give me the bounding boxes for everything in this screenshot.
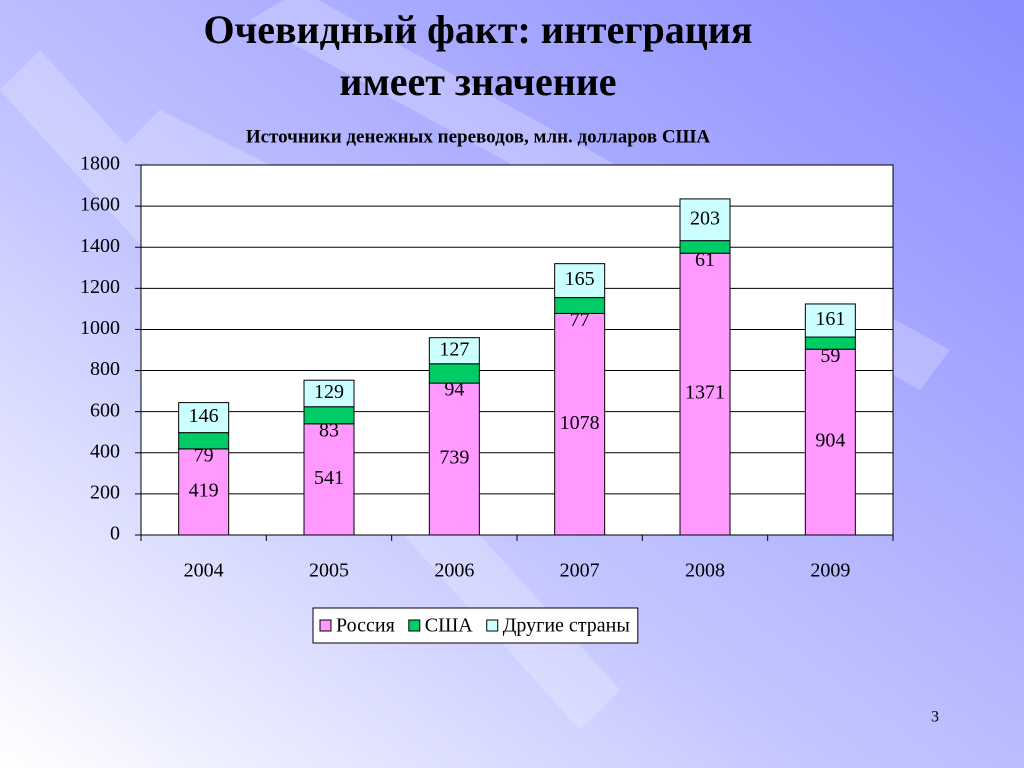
legend-swatch — [319, 619, 332, 632]
legend-box — [312, 607, 639, 644]
x-tick-label: 2006 — [434, 560, 474, 582]
legend-swatch — [408, 619, 421, 632]
x-tick-label: 2005 — [309, 560, 349, 582]
bar-segment — [804, 348, 856, 536]
data-label: 77 — [570, 309, 590, 331]
y-tick-label: 1600 — [80, 194, 120, 216]
data-label: 129 — [314, 381, 344, 403]
bar-segment — [303, 423, 355, 536]
bar-segment — [428, 337, 480, 365]
plot-area — [141, 165, 893, 535]
x-tick-label: 2007 — [560, 560, 600, 582]
data-label: 1371 — [685, 382, 725, 404]
y-tick-label: 800 — [90, 358, 120, 380]
x-tick-label: 2009 — [810, 560, 850, 582]
bar-segment — [679, 252, 731, 536]
data-label: 127 — [439, 338, 469, 360]
y-tick-label: 1200 — [80, 276, 120, 298]
legend-label: Россия — [336, 615, 395, 637]
x-tick-label: 2008 — [685, 560, 725, 582]
data-label: 94 — [444, 379, 464, 401]
legend-label: Другие страны — [503, 615, 630, 637]
x-tick-label: 2004 — [184, 560, 224, 582]
legend-label: США — [425, 615, 474, 637]
bar-segment — [178, 402, 230, 434]
bar-segment — [178, 448, 230, 536]
bar-segment — [428, 382, 480, 536]
page-number: 3 — [931, 709, 939, 726]
data-label: 59 — [820, 345, 840, 367]
data-label: 146 — [189, 405, 219, 427]
slide-title: имеет значение — [339, 59, 616, 104]
data-label: 904 — [815, 430, 845, 452]
data-label: 61 — [695, 249, 715, 271]
chart-title: Источники денежных переводов, млн. долла… — [246, 126, 711, 147]
y-tick-label: 600 — [90, 399, 120, 421]
y-tick-label: 1400 — [80, 235, 120, 257]
data-label: 739 — [439, 447, 469, 469]
data-label: 79 — [194, 444, 214, 466]
y-tick-label: 1000 — [80, 317, 120, 339]
bar-segment — [679, 198, 731, 242]
y-tick-label: 1800 — [80, 153, 120, 175]
data-label: 541 — [314, 467, 344, 489]
data-label: 419 — [189, 480, 219, 502]
data-label: 1078 — [560, 412, 600, 434]
bar-segment — [554, 312, 606, 536]
bar-segment — [554, 263, 606, 299]
data-label: 83 — [319, 419, 339, 441]
bar-segment — [804, 303, 856, 338]
bar-segment — [303, 379, 355, 408]
data-label: 203 — [690, 207, 720, 229]
y-tick-label: 0 — [110, 523, 120, 545]
y-tick-label: 200 — [90, 481, 120, 503]
data-label: 161 — [815, 308, 845, 330]
slide-title: Очевидный факт: интеграция — [204, 7, 753, 52]
y-tick-label: 400 — [90, 440, 120, 462]
legend-swatch — [486, 619, 499, 632]
data-label: 165 — [565, 268, 595, 290]
